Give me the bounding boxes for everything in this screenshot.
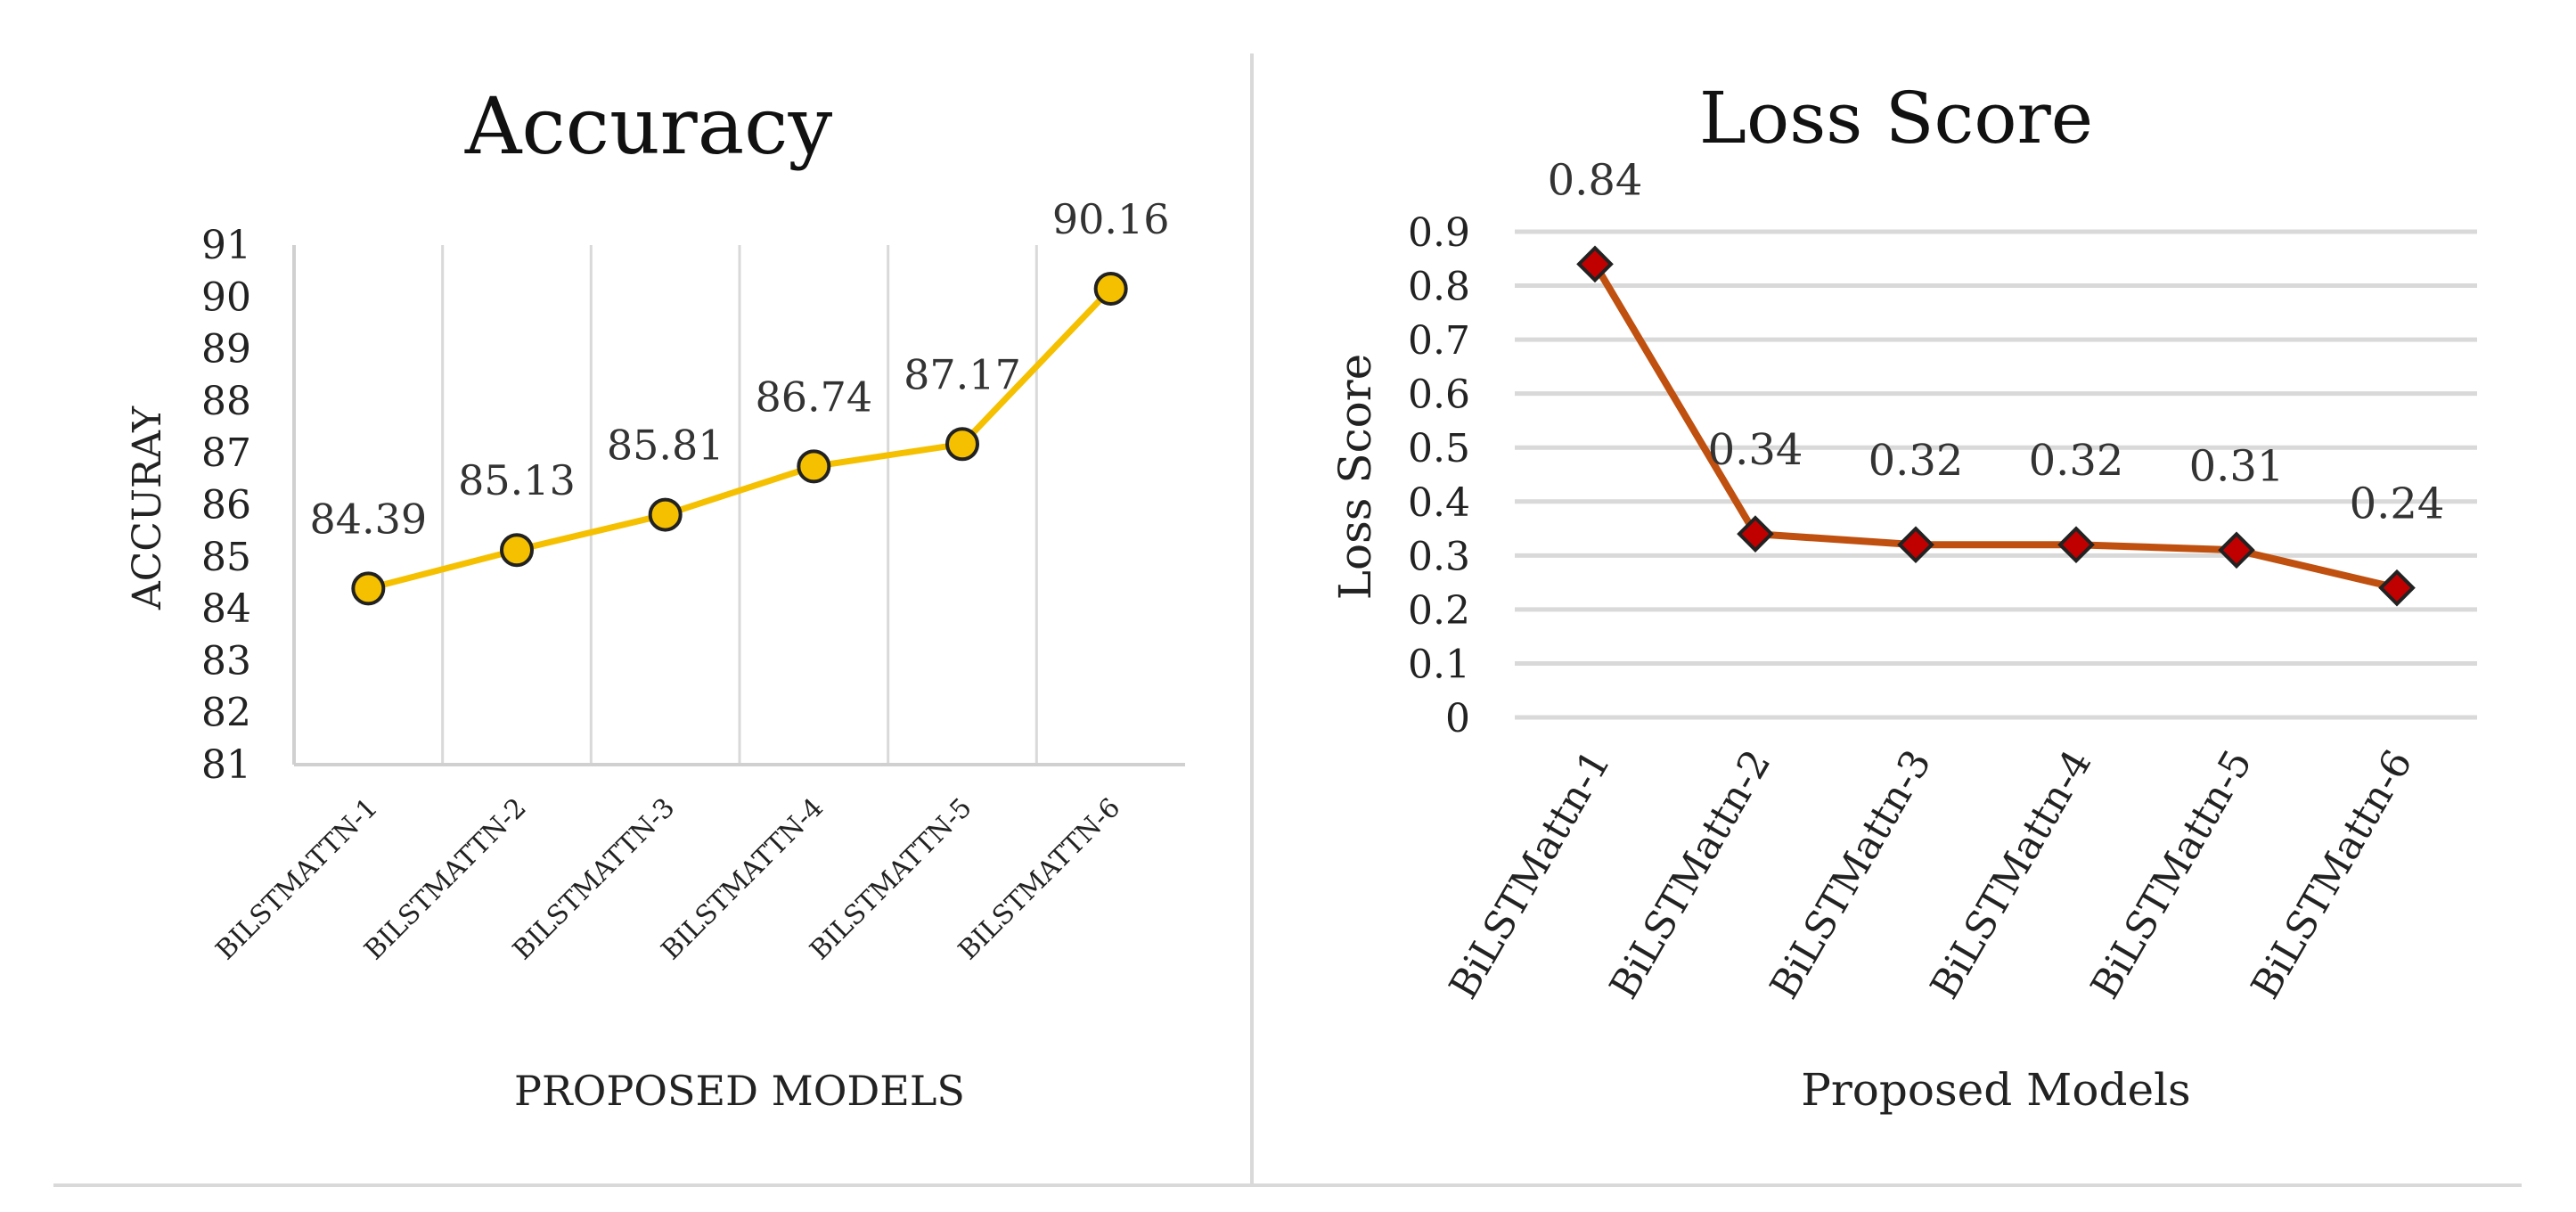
accuracy-points	[351, 271, 1128, 606]
accuracy-point	[351, 571, 386, 606]
accuracy-data-labels: 84.39 85.13 85.81 86.74 87.17 90.16	[309, 195, 1169, 543]
accuracy-data-label: 84.39	[309, 495, 427, 543]
loss-point	[1737, 515, 1774, 553]
accuracy-y-ticks: 81 82 83 84 85 86 87 88 89 90 91	[201, 223, 251, 788]
accuracy-y-tick-label: 87	[201, 430, 251, 476]
accuracy-y-tick-label: 81	[201, 742, 251, 788]
accuracy-y-tick-label: 85	[201, 535, 251, 580]
accuracy-gridlines	[441, 245, 1038, 765]
accuracy-title: Accuracy	[464, 80, 833, 172]
loss-x-axis-label: Proposed Models	[1801, 1064, 2190, 1116]
accuracy-x-axis-label: PROPOSED MODELS	[514, 1067, 965, 1115]
loss-y-tick-label: 0.3	[1408, 534, 1470, 579]
accuracy-y-tick-label: 90	[201, 274, 251, 320]
accuracy-y-tick-label: 86	[201, 483, 251, 528]
accuracy-y-tick-label: 82	[201, 691, 251, 736]
loss-y-tick-label: 0.5	[1408, 426, 1470, 471]
loss-data-label: 0.31	[2189, 441, 2285, 491]
accuracy-y-tick-label: 83	[201, 638, 251, 684]
loss-series-line	[1591, 262, 2398, 592]
accuracy-y-tick-label: 91	[201, 223, 251, 268]
loss-data-label: 0.32	[2029, 436, 2124, 486]
loss-data-label: 0.32	[1869, 436, 1964, 486]
loss-y-tick-label: 0	[1445, 696, 1470, 741]
loss-y-tick-label: 0.8	[1408, 265, 1470, 310]
accuracy-data-label: 85.13	[458, 456, 576, 504]
accuracy-y-axis-label: ACCURAY	[125, 405, 170, 610]
loss-point	[1576, 245, 1614, 283]
accuracy-series-line	[367, 286, 1114, 592]
loss-data-label: 0.84	[1548, 155, 1643, 205]
accuracy-point	[500, 533, 534, 568]
loss-point	[2218, 531, 2255, 569]
accuracy-y-tick-label: 88	[201, 379, 251, 424]
loss-point	[2057, 526, 2095, 564]
accuracy-data-label: 85.81	[607, 422, 724, 470]
loss-y-tick-label: 0.7	[1408, 318, 1470, 364]
loss-y-tick-label: 0.4	[1408, 480, 1470, 526]
loss-data-label: 0.24	[2350, 479, 2445, 529]
loss-point	[1897, 526, 1934, 564]
loss-y-tick-label: 0.9	[1408, 210, 1470, 256]
accuracy-data-label: 90.16	[1052, 195, 1170, 243]
accuracy-point	[1093, 271, 1128, 306]
accuracy-data-label: 86.74	[755, 373, 872, 421]
loss-data-labels: 0.84 0.34 0.32 0.32 0.31 0.24	[1548, 155, 2445, 528]
accuracy-point	[648, 497, 683, 532]
loss-y-axis-label: Loss Score	[1329, 354, 1381, 600]
loss-title: Loss Score	[1699, 77, 2093, 160]
loss-data-label: 0.34	[1708, 425, 1803, 475]
accuracy-y-tick-label: 89	[201, 327, 251, 373]
accuracy-y-tick-label: 84	[201, 586, 251, 632]
accuracy-data-label: 87.17	[904, 350, 1021, 398]
loss-y-ticks: 0 0.1 0.2 0.3 0.4 0.5 0.6 0.7 0.8 0.9	[1408, 210, 1470, 741]
accuracy-point	[945, 427, 979, 462]
loss-y-tick-label: 0.2	[1408, 588, 1470, 634]
loss-y-tick-label: 0.6	[1408, 373, 1470, 418]
loss-points	[1576, 245, 2416, 607]
loss-point	[2378, 569, 2416, 607]
accuracy-point	[797, 449, 831, 484]
loss-y-tick-label: 0.1	[1408, 642, 1470, 687]
